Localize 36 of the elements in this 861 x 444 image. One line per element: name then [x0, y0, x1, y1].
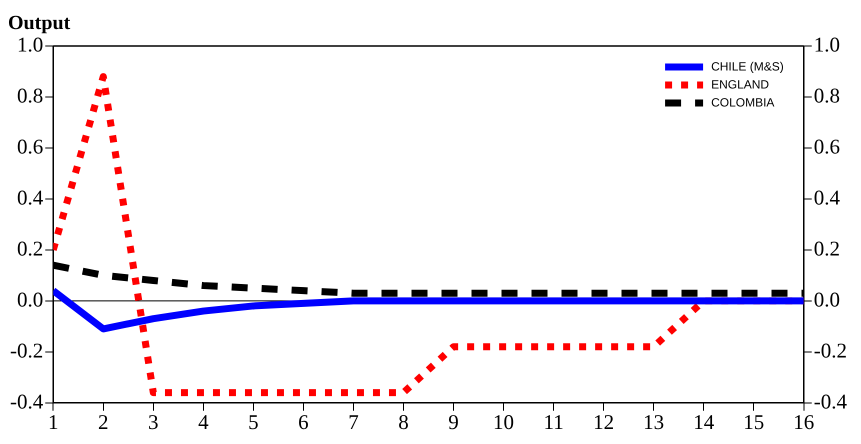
x-tick-label: 3	[148, 410, 159, 434]
x-tick-label: 15	[743, 410, 764, 434]
y-tick-label: 1.0	[16, 32, 44, 57]
x-tick-label: 2	[98, 410, 109, 434]
y2-tick-label: 1.0	[814, 32, 840, 57]
x-tick-label: 4	[198, 410, 210, 434]
legend-label: CHILE (M&S)	[711, 59, 784, 74]
legend-label: ENGLAND	[711, 77, 770, 92]
y2-tick-label: 0.2	[814, 236, 840, 260]
x-tick-label: 8	[398, 410, 409, 434]
y-tick-label: 0.0	[16, 287, 44, 312]
y2-tick-label: 0.8	[814, 83, 840, 108]
y-tick-label: 0.4	[16, 185, 44, 210]
y-tick-label: -0.2	[10, 338, 44, 362]
x-tick-label: 1	[48, 410, 58, 434]
y2-tick-label: 0.6	[814, 134, 840, 158]
y2-tick-label: -0.4	[814, 389, 848, 414]
legend-label: COLOMBIA	[711, 95, 774, 110]
y-tick-label: -0.4	[10, 389, 44, 414]
x-tick-label: 14	[693, 410, 715, 434]
x-tick-label: 13	[643, 410, 664, 434]
chart-title: Output	[8, 12, 71, 34]
y-tick-label: 0.2	[16, 236, 44, 260]
y2-tick-label: 0.4	[814, 185, 841, 210]
x-tick-label: 12	[593, 410, 614, 434]
x-tick-label: 6	[298, 410, 309, 434]
x-tick-label: 9	[448, 410, 459, 434]
x-tick-label: 5	[248, 410, 259, 434]
x-tick-label: 16	[793, 410, 814, 434]
x-tick-label: 7	[348, 410, 359, 434]
y2-tick-label: -0.2	[814, 338, 848, 362]
y2-tick-label: 0.0	[814, 287, 840, 312]
x-tick-label: 11	[543, 410, 564, 434]
x-tick-label: 10	[493, 410, 514, 434]
y-tick-label: 0.8	[16, 83, 44, 108]
y-tick-label: 0.6	[16, 134, 44, 158]
